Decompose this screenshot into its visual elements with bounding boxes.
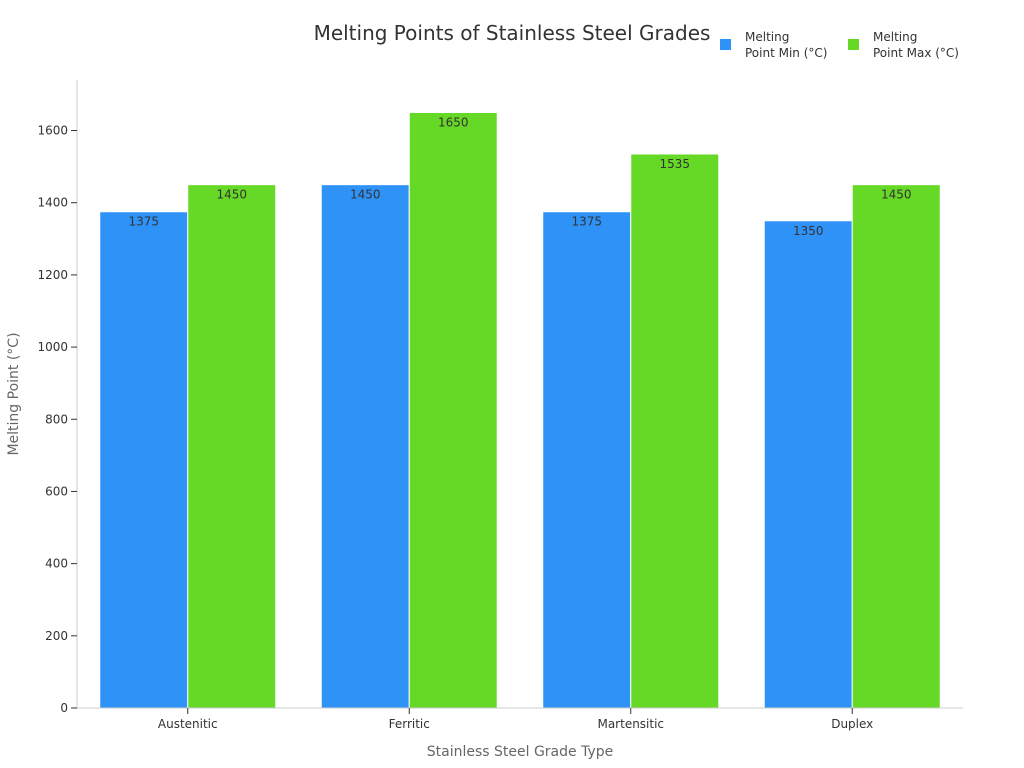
data-label: 1450 bbox=[881, 188, 912, 202]
legend-label: Point Max (°C) bbox=[873, 46, 959, 60]
data-label: 1535 bbox=[659, 157, 690, 171]
y-tick-label: 600 bbox=[45, 484, 68, 498]
bar-max-austenitic bbox=[187, 184, 277, 709]
data-label: 1650 bbox=[438, 115, 469, 129]
chart-title: Melting Points of Stainless Steel Grades bbox=[314, 21, 711, 45]
y-tick-label: 200 bbox=[45, 629, 68, 643]
legend: Melting Point Min (°C) Melting Point Max (°… bbox=[720, 30, 959, 60]
y-tick-label: 1400 bbox=[37, 196, 68, 210]
bar-max-ferritic bbox=[408, 111, 498, 709]
x-tick-label: Ferritic bbox=[389, 717, 430, 731]
y-tick-label: 400 bbox=[45, 557, 68, 571]
axes-layer: 0 200 400 600 800 1000 1200 1400 1600 Austenitic F… bbox=[37, 80, 963, 731]
data-labels-layer: 1375 1450 1450 1650 1375 1535 1350 1450 bbox=[128, 115, 911, 237]
x-tick-label: Duplex bbox=[831, 717, 873, 731]
bar-min-austenitic bbox=[99, 211, 189, 709]
bar-max-martensitic bbox=[630, 153, 720, 709]
bar-min-ferritic bbox=[320, 184, 410, 709]
y-tick-label: 800 bbox=[45, 412, 68, 426]
data-label: 1450 bbox=[216, 188, 247, 202]
bars-layer bbox=[99, 111, 941, 709]
data-label: 1450 bbox=[350, 188, 381, 202]
y-axis-title: Melting Point (°C) bbox=[6, 332, 22, 455]
y-tick-label: 1000 bbox=[37, 340, 68, 354]
data-label: 1375 bbox=[128, 215, 159, 229]
legend-label: Melting bbox=[745, 30, 789, 44]
bar-max-duplex bbox=[851, 184, 941, 709]
data-label: 1375 bbox=[571, 215, 602, 229]
bar-min-duplex bbox=[763, 220, 853, 709]
legend-swatch bbox=[848, 39, 859, 50]
x-axis-title: Stainless Steel Grade Type bbox=[427, 744, 614, 760]
legend-swatch bbox=[720, 39, 731, 50]
y-tick-label: 1200 bbox=[37, 268, 68, 282]
y-tick-label: 0 bbox=[60, 701, 68, 715]
y-tick-label: 1600 bbox=[37, 124, 68, 138]
legend-label: Point Min (°C) bbox=[745, 46, 827, 60]
x-tick-label: Martensitic bbox=[597, 717, 664, 731]
bar-min-martensitic bbox=[542, 211, 632, 709]
data-label: 1350 bbox=[793, 224, 824, 238]
legend-label: Melting bbox=[873, 30, 917, 44]
x-tick-label: Austenitic bbox=[158, 717, 218, 731]
